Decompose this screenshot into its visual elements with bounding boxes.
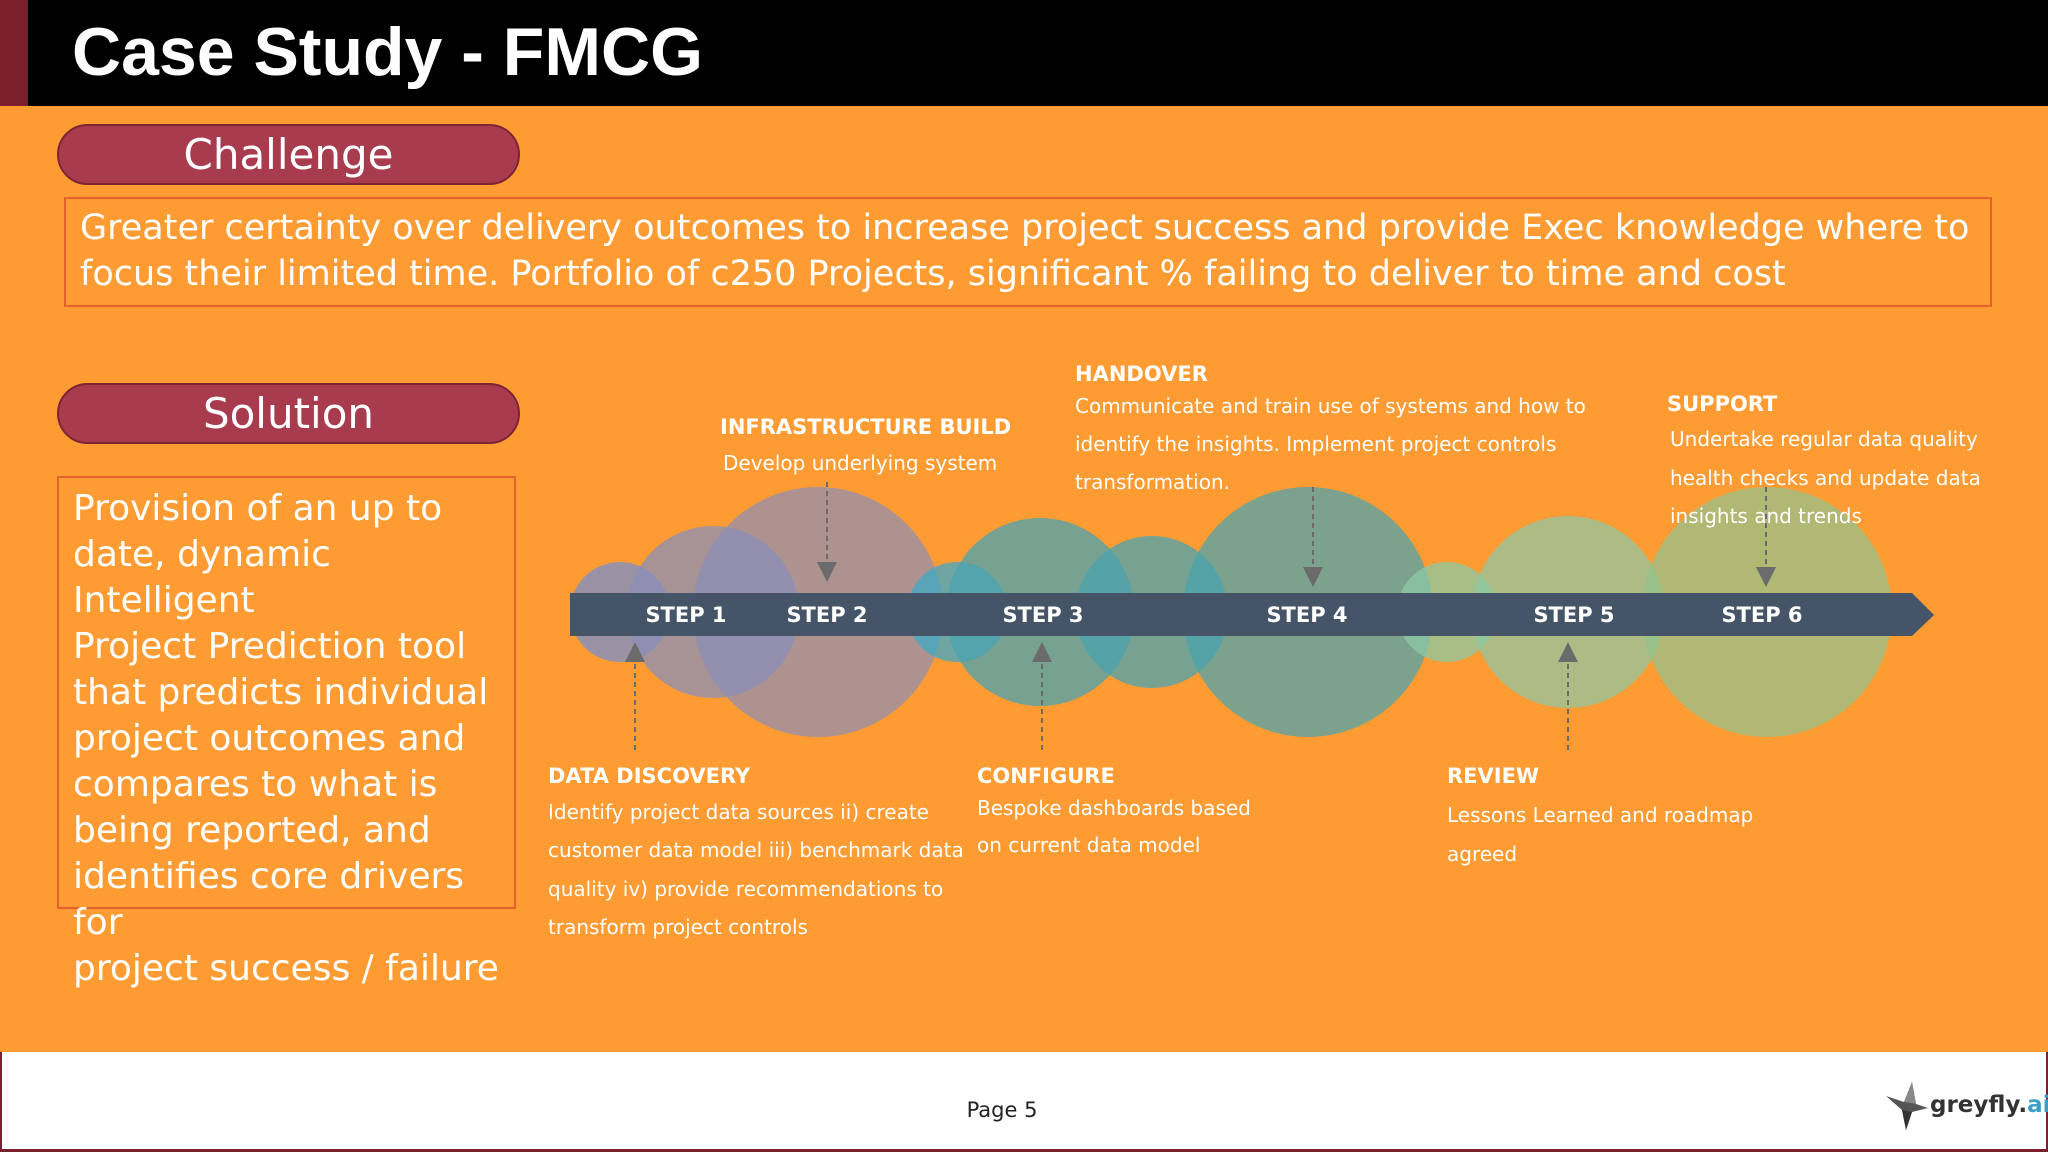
phase-support-desc: health checks and update data <box>1670 466 1981 490</box>
phase-handover-desc: transformation. <box>1075 470 1230 494</box>
solution-line: identifies core drivers for <box>73 856 465 943</box>
logo-main: greyfly. <box>1930 1092 2028 1118</box>
phase-review-title: REVIEW <box>1447 764 1539 788</box>
phase-data-discovery-title: DATA DISCOVERY <box>548 764 751 788</box>
solution-line: date, dynamic Intelligent <box>73 534 331 621</box>
challenge-line: focus their limited time. Portfolio of c… <box>80 254 1786 294</box>
company-logo: greyfly.ai <box>1882 1078 2048 1138</box>
challenge-line: Greater certainty over delivery outcomes… <box>80 208 1970 248</box>
phase-support-desc: insights and trends <box>1670 504 1862 528</box>
phase-data-discovery-desc: transform project controls <box>548 915 808 939</box>
solution-line: Project Prediction tool <box>73 626 467 667</box>
logo-accent: ai <box>2027 1092 2048 1118</box>
solution-line: that predicts individual <box>73 672 489 713</box>
step-4-label: STEP 4 <box>1266 603 1347 627</box>
footer: Page 5 greyfly.ai <box>0 1052 2048 1152</box>
header-bar: Case Study - FMCG <box>0 0 2048 106</box>
phase-configure-title: CONFIGURE <box>977 764 1115 788</box>
logo-text: greyfly.ai <box>1930 1092 2048 1118</box>
challenge-heading: Challenge <box>57 124 520 185</box>
solution-line: project outcomes and <box>73 718 466 759</box>
step-1-label: STEP 1 <box>645 603 726 627</box>
page-title: Case Study - FMCG <box>72 14 703 90</box>
solution-line: project success / failure <box>73 948 499 989</box>
step-3-label: STEP 3 <box>1002 603 1083 627</box>
phase-data-discovery-desc: quality iv) provide recommendations to <box>548 877 943 901</box>
solution-line: Provision of an up to <box>73 488 443 529</box>
phase-support-desc: Undertake regular data quality <box>1670 427 1978 451</box>
phase-support-title: SUPPORT <box>1667 392 1778 416</box>
solution-heading: Solution <box>57 383 520 444</box>
challenge-text-box: Greater certainty over delivery outcomes… <box>64 197 1992 307</box>
phase-infrastructure-desc: Develop underlying system <box>723 451 997 475</box>
phase-handover-desc: identify the insights. Implement project… <box>1075 432 1556 456</box>
phase-data-discovery-desc: Identify project data sources ii) create <box>548 800 929 824</box>
phase-configure-desc: Bespoke dashboards based <box>977 796 1251 820</box>
solution-text-box: Provision of an up to date, dynamic Inte… <box>57 476 516 989</box>
step-5-label: STEP 5 <box>1533 603 1614 627</box>
phase-data-discovery-desc: customer data model iii) benchmark data <box>548 838 964 862</box>
phase-configure-desc: on current data model <box>977 833 1200 857</box>
step-6-label: STEP 6 <box>1721 603 1802 627</box>
phase-review-desc: Lessons Learned and roadmap <box>1447 803 1753 827</box>
solution-line: compares to what is <box>73 764 438 805</box>
greyfly-bird-logo-icon <box>1886 1082 1928 1130</box>
phase-infrastructure-title: INFRASTRUCTURE BUILD <box>720 415 1011 439</box>
phase-handover-desc: Communicate and train use of systems and… <box>1075 394 1586 418</box>
page-number: Page 5 <box>966 1098 1038 1122</box>
phase-handover-title: HANDOVER <box>1075 362 1208 386</box>
step-2-label: STEP 2 <box>786 603 867 627</box>
process-arrow <box>570 593 1934 636</box>
phase-review-desc: agreed <box>1447 842 1517 866</box>
solution-line: being reported, and <box>73 810 431 851</box>
